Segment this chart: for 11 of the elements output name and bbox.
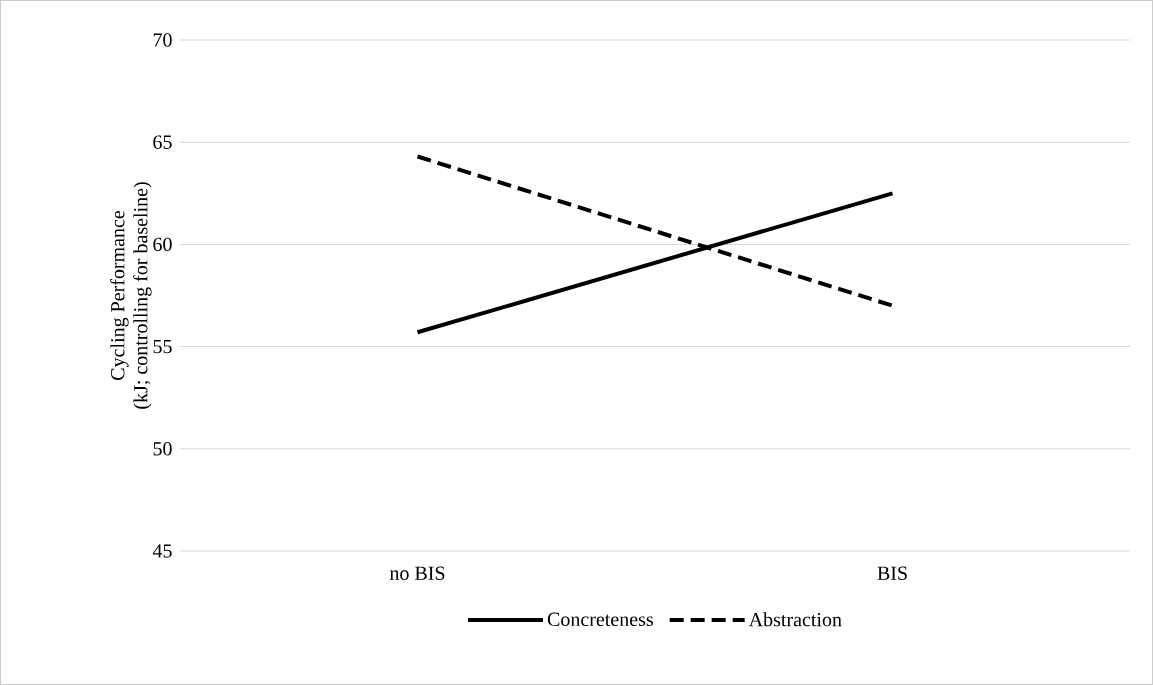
y-tick-label: 70 <box>153 33 172 47</box>
y-tick-label: 65 <box>153 135 172 149</box>
y-tick-label: 55 <box>153 339 172 354</box>
y-tick-label: 60 <box>153 237 172 252</box>
x-tick-label: no BIS <box>389 566 445 580</box>
y-tick-label: 45 <box>152 544 172 558</box>
y-axis-title: Cycling Performance (kJ; controlling for baseline) <box>110 182 152 409</box>
legend-label: Abstraction <box>748 612 842 627</box>
y-tick-label: 50 <box>153 442 172 456</box>
legend-label: Concreteness <box>547 612 653 627</box>
x-tick-label: BIS <box>877 566 907 580</box>
